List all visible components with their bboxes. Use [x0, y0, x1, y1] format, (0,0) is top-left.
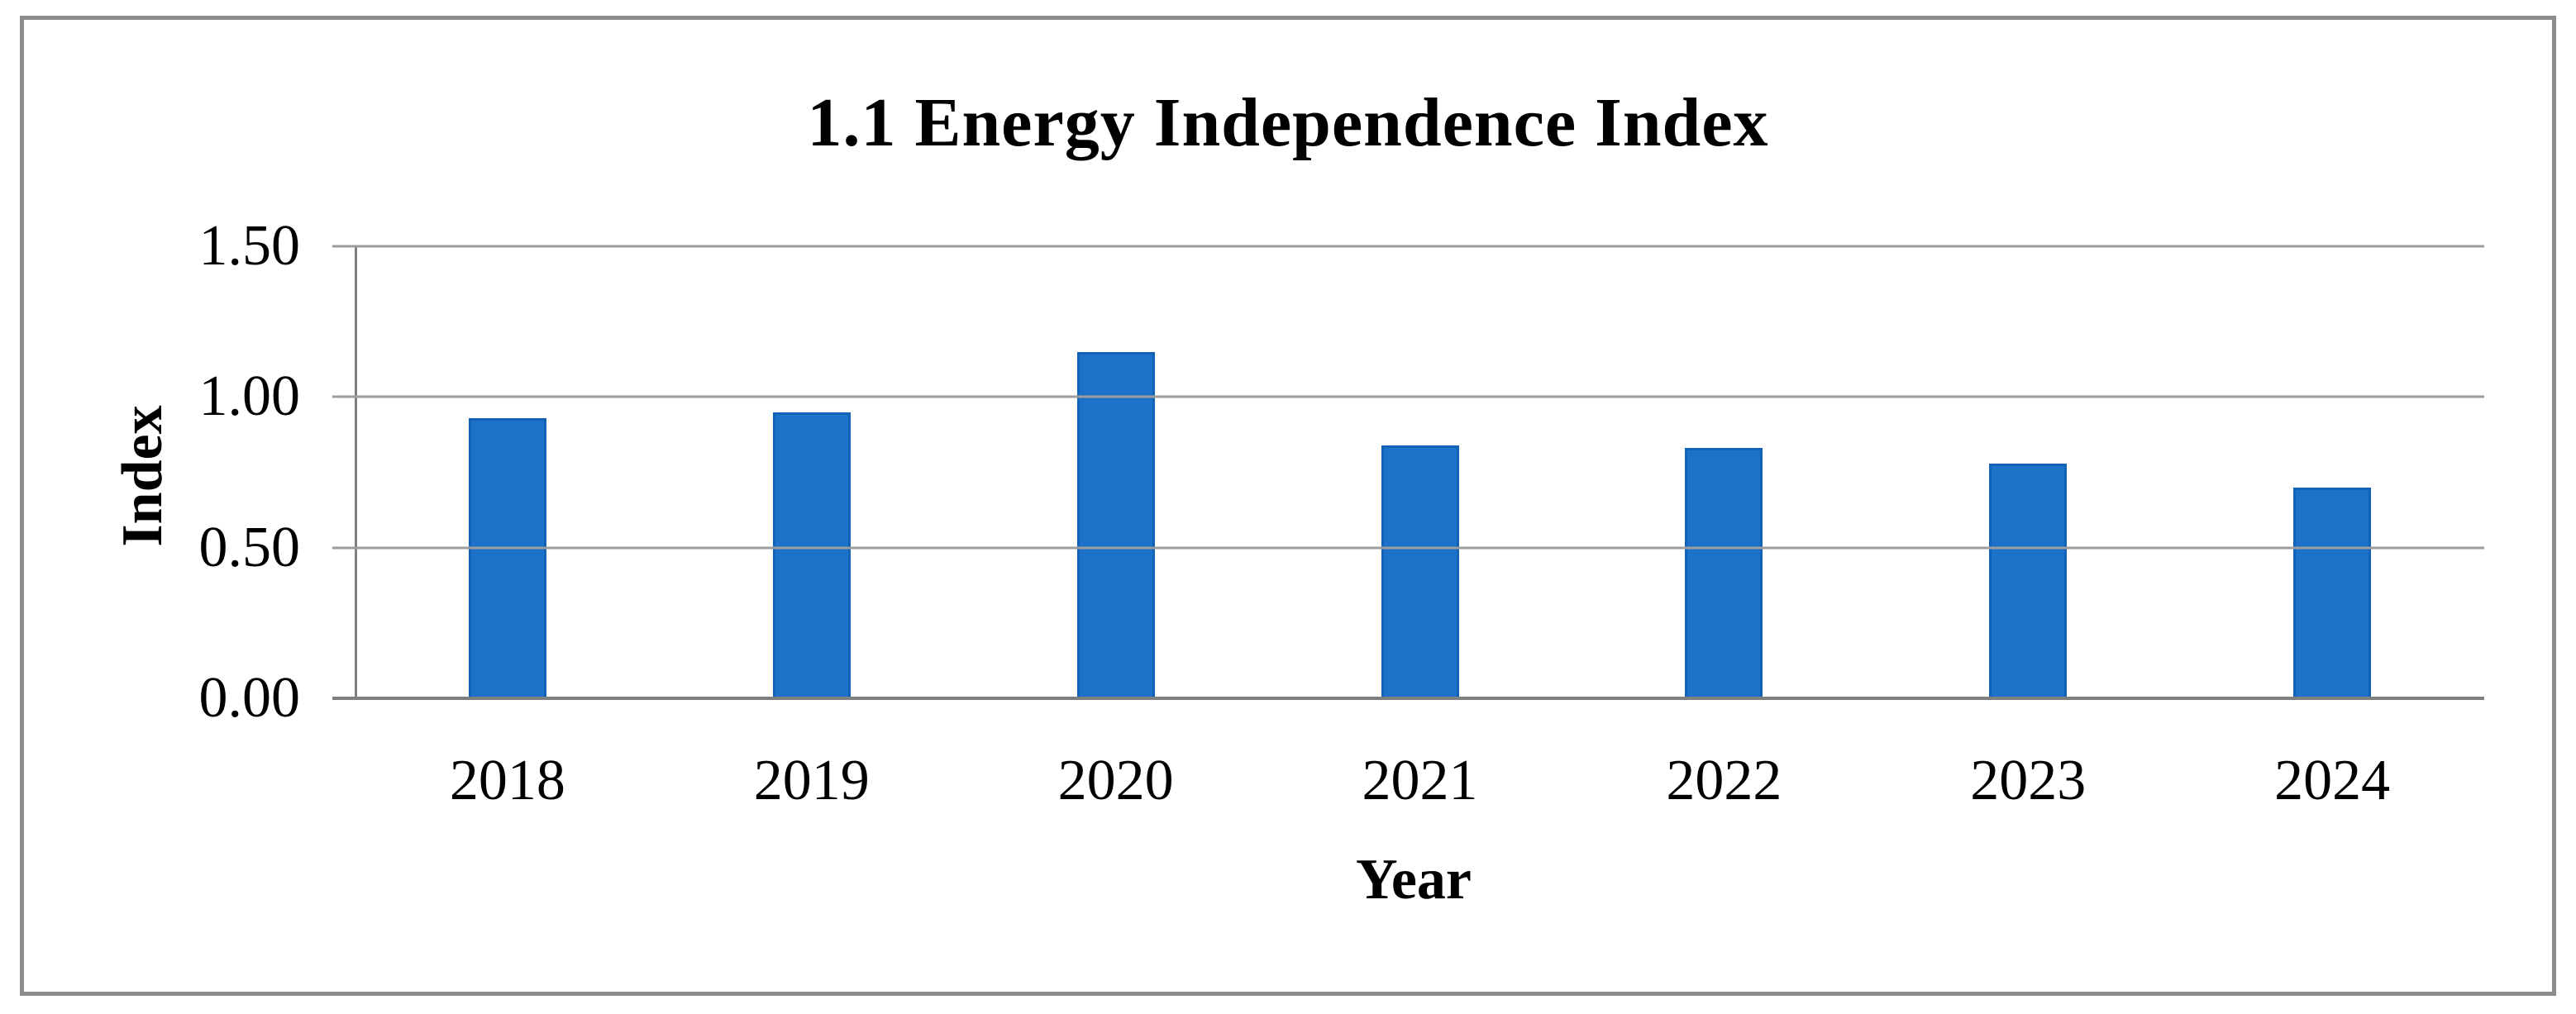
y-tick-label: 0.50	[198, 515, 301, 579]
bar-2023	[1989, 463, 2068, 698]
x-tick-label-2023: 2023	[1970, 749, 2087, 812]
y-tick-label: 1.00	[198, 364, 301, 429]
gridline	[332, 245, 2484, 248]
y-tick-label: 0.00	[198, 666, 301, 730]
gridline	[332, 546, 2484, 550]
plot-area: 1.50 1.00 0.50 0.00 2018 2019 2020 2021 2022 2023…	[199, 217, 2484, 810]
y-axis-line	[355, 246, 357, 698]
x-tick-label-2018: 2018	[449, 749, 565, 812]
bar-2019	[772, 412, 851, 698]
x-tick-label-2024: 2024	[2274, 749, 2391, 812]
y-tick-label: 1.50	[198, 214, 301, 278]
figure-border	[20, 16, 2556, 996]
x-tick-label-2021: 2021	[1362, 749, 1478, 812]
chart-title: 1.1 Energy Independence Index	[807, 84, 1769, 161]
x-tick-label-2019: 2019	[753, 749, 870, 812]
bar-2021	[1381, 445, 1459, 698]
x-tick-label-2020: 2020	[1057, 749, 1174, 812]
y-axis-title: Index	[111, 405, 174, 547]
bar-2018	[468, 417, 546, 698]
bar-2022	[1685, 448, 1763, 698]
bar-2020	[1076, 351, 1155, 698]
bar-2024	[2293, 487, 2372, 698]
x-axis-title: Year	[1356, 848, 1472, 912]
x-tick-label-2022: 2022	[1666, 749, 1782, 812]
x-axis-baseline	[332, 697, 2484, 700]
gridline	[332, 395, 2484, 398]
